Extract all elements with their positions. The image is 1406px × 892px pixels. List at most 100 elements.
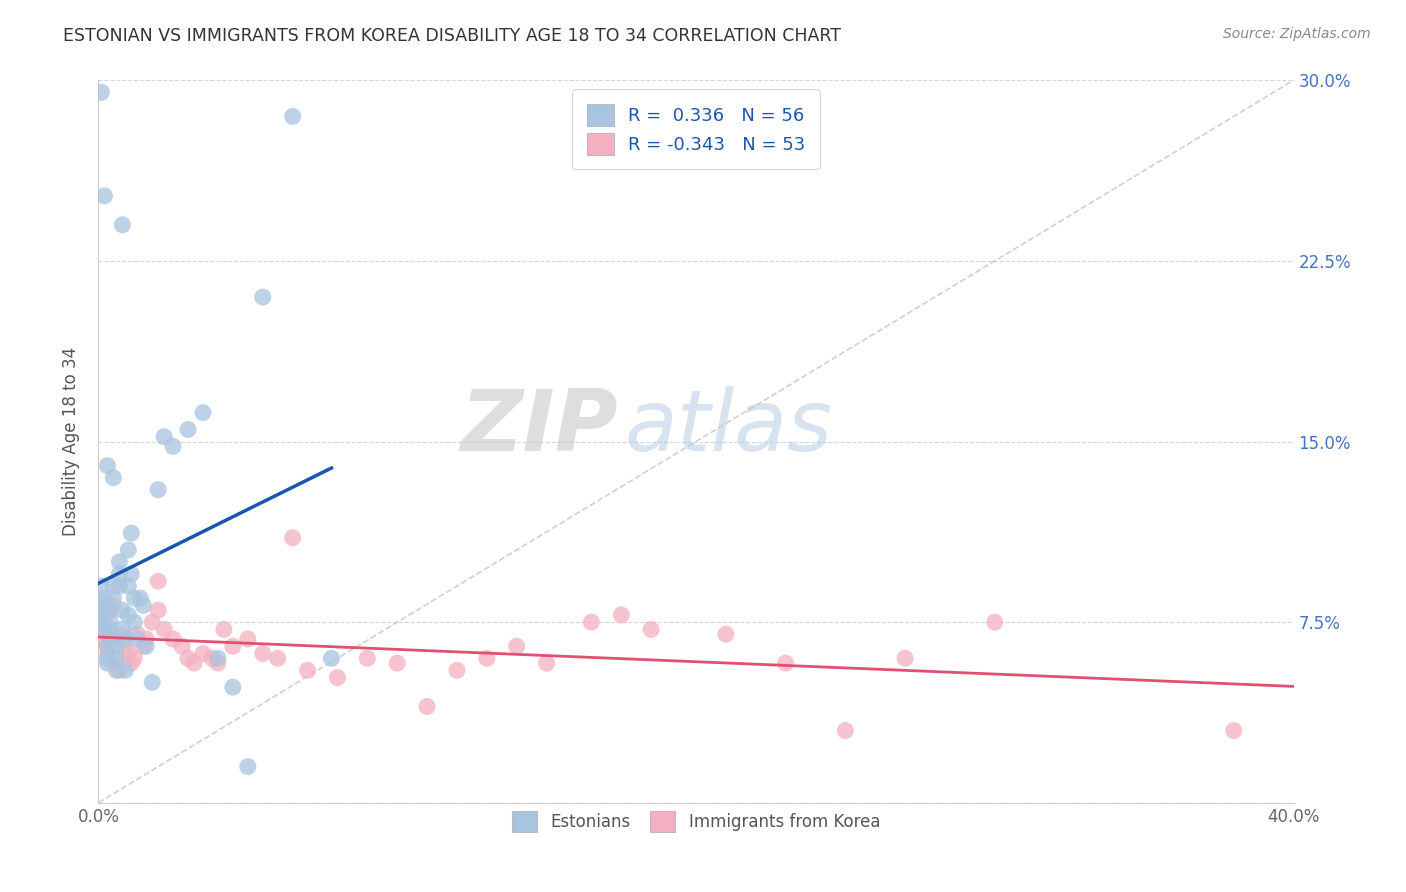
Point [148,603,170,617]
Point [356,651,378,665]
Point [536,656,558,670]
Point [103,599,125,613]
Point [103,632,125,646]
Point [297,664,319,678]
Point [96,647,118,661]
Point [775,656,797,670]
Point [267,651,290,665]
Point [183,656,205,670]
Text: ZIP: ZIP [461,385,619,468]
Point [103,591,125,605]
Point [94,623,117,637]
Point [120,567,142,582]
Point [475,651,498,665]
Point [120,656,142,670]
Point [207,651,229,665]
Point [162,632,184,646]
Point [114,639,136,653]
Point [281,531,304,545]
Point [103,470,125,484]
Point [91,596,114,610]
Point [201,651,224,665]
Point [90,85,112,99]
Point [124,651,146,665]
Point [98,603,122,617]
Point [222,639,245,653]
Point [124,615,146,630]
Point [236,760,259,774]
Point [98,632,122,646]
Point [96,656,118,670]
Point [212,623,235,637]
Point [108,555,131,569]
Point [98,603,122,617]
Point [191,406,214,420]
Point [111,218,134,232]
Point [96,639,118,653]
Point [90,615,112,630]
Point [252,290,274,304]
Point [108,579,131,593]
Point [111,603,134,617]
Point [108,664,131,678]
Point [132,599,155,613]
Point [148,483,170,497]
Point [93,607,115,622]
Point [120,526,142,541]
Point [127,627,149,641]
Point [111,623,134,637]
Point [105,664,128,678]
Point [114,632,136,646]
Point [89,615,111,630]
Point [105,651,128,665]
Point [141,675,163,690]
Point [96,458,118,473]
Point [129,591,152,605]
Point [207,656,229,670]
Point [135,639,157,653]
Point [117,579,139,593]
Point [326,671,349,685]
Point [834,723,856,738]
Point [96,627,118,641]
Point [252,647,274,661]
Point [222,680,245,694]
Point [135,632,157,646]
Point [446,664,468,678]
Text: atlas: atlas [624,385,832,468]
Point [114,664,136,678]
Point [177,422,200,436]
Point [162,439,184,453]
Point [117,647,139,661]
Point [148,574,170,589]
Point [117,607,139,622]
Text: ESTONIAN VS IMMIGRANTS FROM KOREA DISABILITY AGE 18 TO 34 CORRELATION CHART: ESTONIAN VS IMMIGRANTS FROM KOREA DISABI… [63,27,841,45]
Point [98,615,122,630]
Point [111,627,134,641]
Point [172,639,194,653]
Point [93,189,115,203]
Point [153,430,176,444]
Point [127,632,149,646]
Point [103,579,125,593]
Point [132,639,155,653]
Point [96,651,118,665]
Point [90,603,112,617]
Point [236,632,259,646]
Point [105,651,128,665]
Point [98,623,122,637]
Point [108,567,131,582]
Point [385,656,409,670]
Point [416,699,439,714]
Text: Source: ZipAtlas.com: Source: ZipAtlas.com [1223,27,1371,41]
Point [506,639,529,653]
Point [105,639,128,653]
Point [191,647,214,661]
Point [124,591,146,605]
Point [984,615,1007,630]
Point [90,623,112,637]
Point [714,627,737,641]
Point [90,579,112,593]
Point [894,651,917,665]
Point [177,651,200,665]
